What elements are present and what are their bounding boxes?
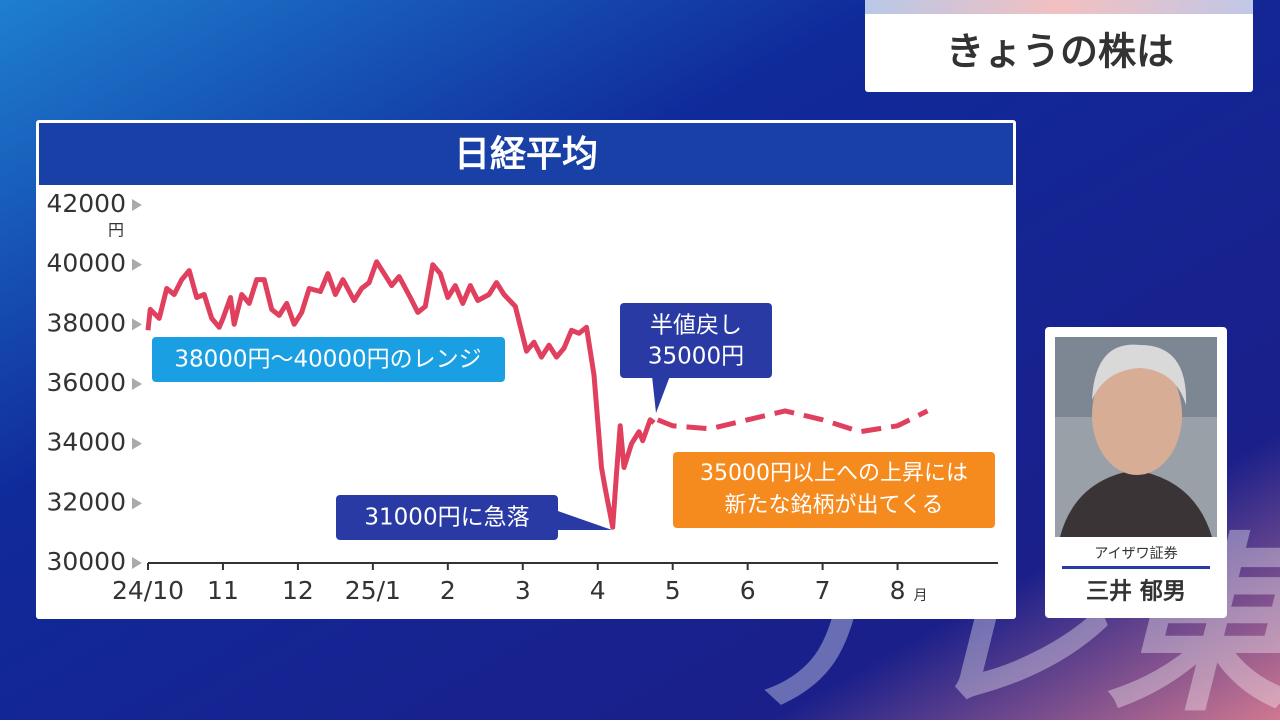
callout-text: 35000円	[648, 344, 744, 370]
x-unit: 月	[914, 588, 928, 604]
callout	[336, 495, 558, 540]
y-tick	[132, 437, 142, 450]
y-unit: 円	[108, 221, 124, 240]
x-tick-label: 3	[515, 576, 531, 605]
x-tick-label: 24/10	[112, 576, 184, 605]
photo-face	[1092, 355, 1182, 475]
photo-body	[1060, 470, 1212, 537]
photo-hair	[1092, 344, 1187, 405]
y-tick-label: 30000	[46, 547, 126, 576]
y-tick	[132, 318, 142, 331]
speaker-company: アイザワ証券	[1094, 546, 1177, 562]
callout-pointer	[652, 376, 670, 413]
callout	[673, 452, 995, 528]
y-tick	[132, 557, 142, 569]
speaker-divider	[1062, 566, 1210, 569]
callout-pointer	[555, 510, 612, 530]
plot: 30000 32000 34000 36000 38000 40000 42000 24/10…	[46, 189, 998, 605]
callout-text: 35000円以上への上昇には	[700, 461, 968, 486]
chart-title-bar	[39, 123, 1013, 185]
y-tick-label: 40000	[46, 249, 126, 278]
y-tick	[132, 258, 142, 271]
callout	[152, 337, 505, 382]
header-title: きょうの株は	[946, 30, 1174, 74]
callout-text: 半値戻し	[650, 313, 742, 339]
header-strip	[865, 0, 1253, 14]
header-box	[865, 0, 1253, 92]
x-tick-label: 11	[207, 576, 239, 605]
y-tick-label: 32000	[46, 487, 126, 516]
y-tick-label: 38000	[46, 308, 126, 337]
chart-title: 日経平均	[454, 134, 598, 175]
speaker-name: 三井 郁男	[1086, 578, 1186, 605]
y-tick-label: 42000	[46, 189, 126, 218]
x-tick-label: 6	[740, 576, 756, 605]
x-tick-label: 8	[890, 576, 906, 605]
y-tick-label: 36000	[46, 368, 126, 397]
callout-text: 新たな銘柄が出てくる	[725, 493, 944, 518]
line-series	[656, 408, 929, 435]
x-tick-label: 2	[440, 576, 456, 605]
y-tick	[132, 378, 142, 390]
callout-text: 31000円に急落	[364, 505, 529, 531]
line-series	[145, 259, 656, 530]
callout-text: 38000円～40000円のレンジ	[174, 347, 481, 373]
x-tick-label: 5	[665, 576, 681, 605]
x-tick-label: 12	[282, 576, 314, 605]
callout	[620, 303, 772, 378]
x-tick-label: 4	[590, 576, 606, 605]
y-tick	[132, 497, 142, 510]
y-tick-label: 34000	[46, 428, 126, 457]
x-tick-label: 7	[815, 576, 831, 605]
x-tick-label: 25/1	[345, 576, 401, 605]
y-tick	[132, 199, 142, 211]
